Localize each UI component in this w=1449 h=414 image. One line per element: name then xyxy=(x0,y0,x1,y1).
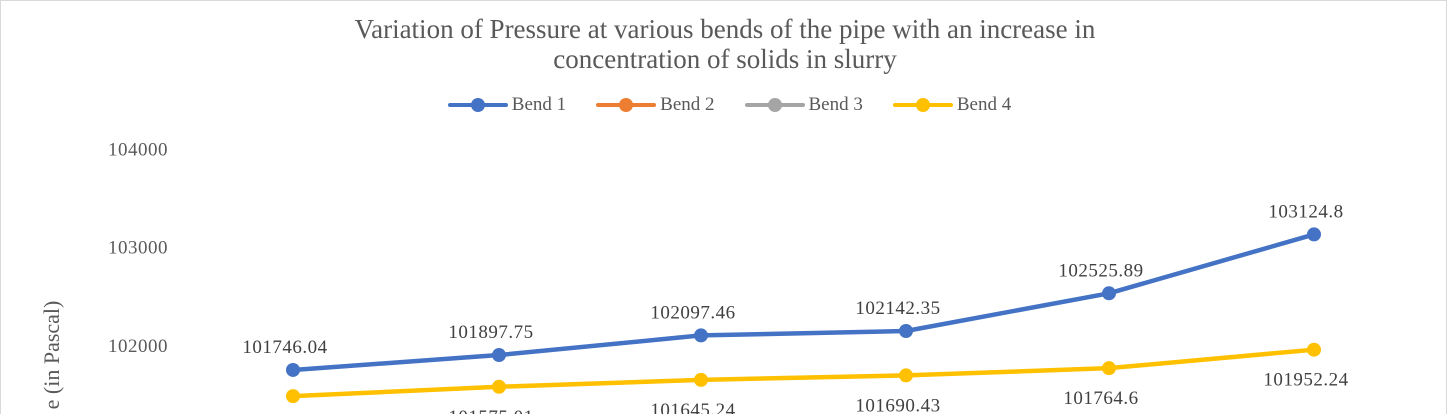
data-point xyxy=(1102,361,1116,376)
data-point xyxy=(492,379,506,394)
data-point xyxy=(899,368,913,383)
series-line-bend-4 xyxy=(290,347,1317,399)
chart-title: Variation of Pressure at various bends o… xyxy=(200,14,1250,74)
data-label: 101764.6 xyxy=(1063,388,1138,409)
legend-item: Bend 3 xyxy=(744,94,863,116)
legend-label: Bend 3 xyxy=(808,94,863,115)
legend-label: Bend 4 xyxy=(956,94,1012,115)
data-label: 103124.8 xyxy=(1268,201,1343,222)
chart-title-line-1: Variation of Pressure at various bends o… xyxy=(354,14,1096,44)
data-label: 101897.75 xyxy=(448,322,533,343)
data-point xyxy=(694,372,708,387)
y-tick-label: 102000 xyxy=(108,336,168,357)
y-tick-label: 103000 xyxy=(108,238,168,259)
y-tick-label: 104000 xyxy=(108,139,168,160)
data-point xyxy=(1307,342,1321,357)
data-label: 101690.43 xyxy=(855,395,940,414)
chart-title-line-2: concentration of solids in slurry xyxy=(553,44,897,74)
data-point xyxy=(694,328,708,343)
data-label: 101575.01 xyxy=(448,407,533,414)
legend-swatch xyxy=(447,98,508,112)
legend-swatch xyxy=(596,98,657,112)
data-label: 101746.04 xyxy=(242,337,327,358)
data-point xyxy=(899,324,913,339)
legend-swatch xyxy=(744,98,805,112)
data-label: 101952.24 xyxy=(1263,370,1348,391)
data-point xyxy=(1102,286,1116,301)
data-label: 102097.46 xyxy=(650,302,735,323)
legend-label: Bend 2 xyxy=(660,94,715,115)
data-point xyxy=(492,348,506,363)
legend-item: Bend 4 xyxy=(892,94,1012,116)
legend-item: Bend 1 xyxy=(447,94,567,116)
data-point xyxy=(286,389,300,404)
series-line-bend-1 xyxy=(290,232,1317,373)
data-label: 102525.89 xyxy=(1058,260,1143,281)
legend-item: Bend 2 xyxy=(596,94,715,116)
chart-legend: Bend 1 Bend 2 Bend 3 Bend 4 xyxy=(0,94,1449,116)
data-label: 102142.35 xyxy=(855,298,940,319)
legend-label: Bend 1 xyxy=(511,94,567,115)
data-point xyxy=(286,362,300,377)
data-label: 101645.24 xyxy=(650,400,735,414)
y-axis-label: e (in Pascal) xyxy=(39,300,64,410)
legend-swatch xyxy=(892,98,953,112)
data-point xyxy=(1307,227,1321,242)
